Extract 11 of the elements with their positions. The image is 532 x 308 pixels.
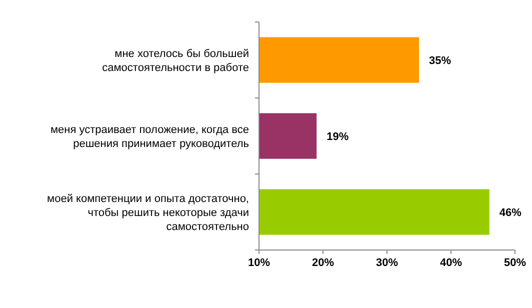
x-tick-label: 50% <box>504 257 526 269</box>
y-tick-label: мне хотелось бы большей самостоятельности в работе <box>102 48 249 74</box>
x-tick-label: 40% <box>440 257 462 269</box>
x-tick-label: 20% <box>312 257 334 269</box>
y-tick-label: меня устраивает положение, когда все решения принимает руководитель <box>50 124 250 150</box>
x-tick-label: 10% <box>248 257 270 269</box>
data-label: 19% <box>326 130 349 143</box>
x-tick-label: 30% <box>376 257 398 269</box>
data-label: 35% <box>429 54 452 67</box>
data-label: 46% <box>499 206 522 219</box>
y-tick-label: моей компетенции и опыта достаточно, чтобы решить некоторые здачи самостоятельно <box>47 192 249 233</box>
